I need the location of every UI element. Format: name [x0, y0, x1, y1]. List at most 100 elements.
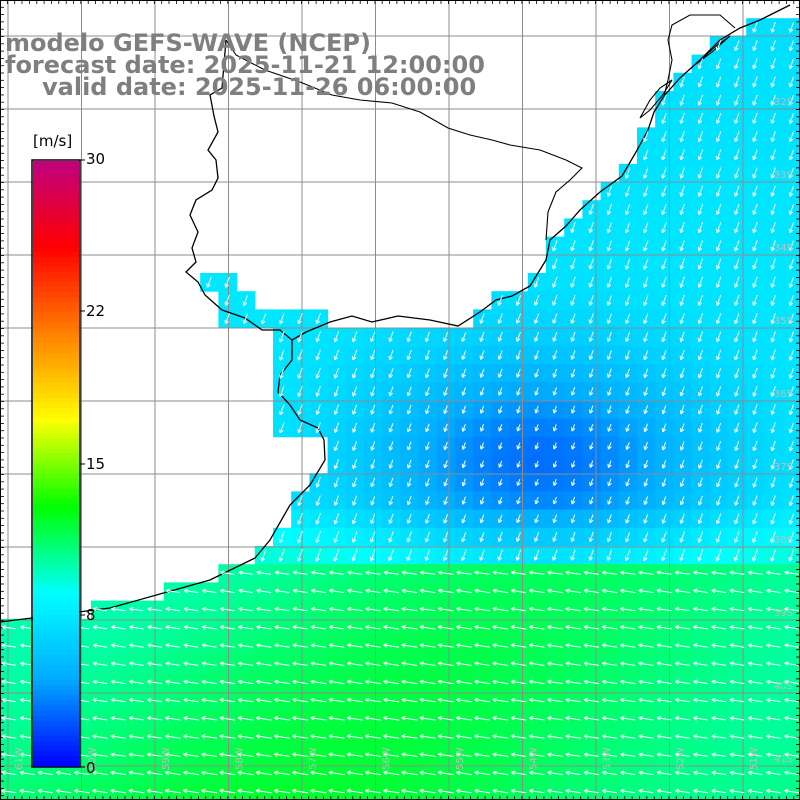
wave-arrow [638, 570, 654, 575]
wave-arrow [547, 624, 563, 630]
wave-arrow [528, 752, 545, 757]
wave-arrow [625, 350, 631, 360]
wave-arrow [729, 734, 745, 739]
wave-arrow [279, 385, 285, 397]
wave-arrow [370, 349, 376, 361]
colorbar-segment [33, 680, 79, 686]
wave-arrow [388, 349, 394, 361]
wave-arrow [110, 715, 126, 721]
wave-arrow [770, 404, 776, 415]
colorbar-segment [33, 382, 79, 389]
wave-arrow [570, 532, 576, 542]
wave-arrow [424, 513, 430, 524]
wave-arrow [492, 643, 509, 648]
colorbar-segment [33, 559, 79, 565]
wave-arrow [697, 495, 703, 506]
wave-arrow [552, 258, 558, 270]
wave-arrow [588, 222, 594, 234]
wave-arrow [693, 697, 708, 703]
wave-arrow [565, 570, 581, 575]
colorbar-segment [33, 463, 79, 470]
colorbar-segment [33, 196, 79, 202]
wave-arrow [607, 405, 612, 414]
wave-arrow [510, 697, 527, 703]
wave-arrow [516, 387, 521, 396]
wave-arrow [606, 240, 613, 252]
wave-arrow [784, 716, 799, 721]
wave-arrow [437, 624, 454, 630]
wave-arrow [766, 734, 781, 739]
wave-arrow [624, 167, 631, 179]
wave-arrow [766, 679, 781, 685]
wave-arrow [788, 112, 795, 124]
wave-arrow [220, 624, 235, 630]
wave-arrow [110, 661, 126, 666]
wave-arrow [165, 643, 181, 648]
wave-arrow [747, 770, 763, 776]
wave-arrow [534, 478, 540, 486]
wave-arrow [474, 570, 490, 575]
wave-arrow [383, 770, 400, 776]
wave-arrow [165, 625, 181, 630]
wave-arrow [497, 350, 503, 360]
wave-arrow [165, 715, 181, 721]
colorbar-segment [33, 534, 79, 540]
wave-arrow [370, 459, 376, 469]
wave-arrow [625, 368, 630, 378]
wave-arrow [606, 258, 613, 270]
wave-arrow [607, 387, 612, 396]
wave-arrow [570, 258, 576, 270]
wave-arrow [297, 548, 303, 562]
longitude-label: 60W [88, 747, 99, 770]
wave-arrow [711, 770, 727, 776]
wave-arrow [129, 643, 144, 648]
wave-arrow [570, 295, 576, 306]
wave-arrow [711, 661, 727, 666]
wave-arrow [219, 679, 236, 685]
colorbar-segment [33, 544, 79, 550]
wave-arrow [364, 697, 381, 703]
wave-arrow [443, 496, 448, 505]
wave-arrow [570, 331, 576, 342]
colorbar-segment [33, 377, 79, 384]
wave-arrow [461, 387, 467, 396]
wave-arrow [638, 679, 654, 685]
wave-arrow [784, 606, 799, 612]
wave-arrow [747, 716, 763, 721]
wave-arrow [238, 588, 253, 594]
wave-arrow [370, 404, 376, 415]
wave-arrow [364, 752, 382, 757]
wave-arrow [734, 240, 740, 252]
wave-arrow [711, 643, 727, 648]
wave-arrow [784, 570, 799, 576]
wave-arrow [315, 313, 321, 325]
wave-arrow [661, 222, 667, 234]
wave-arrow [110, 679, 126, 685]
wave-arrow [310, 643, 327, 648]
wave-arrow [461, 331, 467, 342]
wave-arrow [383, 715, 400, 721]
wave-arrow [766, 606, 781, 612]
colorbar-segment [33, 443, 79, 449]
wave-arrow [693, 661, 708, 666]
colorbar-segment [33, 362, 79, 369]
colorbar-segment [33, 392, 79, 399]
wave-arrow [333, 386, 339, 397]
wave-arrow [643, 531, 649, 543]
wave-arrow [734, 404, 740, 415]
wave-arrow [589, 460, 594, 468]
wave-arrow [583, 661, 600, 666]
wave-arrow [328, 734, 345, 739]
wave-arrow [351, 349, 358, 361]
wave-arrow [406, 349, 412, 361]
wave-arrow [661, 258, 667, 270]
wave-arrow [679, 404, 685, 415]
wave-arrow [734, 513, 740, 525]
wave-arrow [734, 258, 740, 270]
wave-arrow [92, 606, 108, 612]
wave-arrow [242, 294, 249, 306]
wave-arrow [346, 715, 363, 721]
colorbar-segment [33, 655, 79, 661]
wave-arrow [498, 460, 503, 468]
wave-arrow [656, 752, 672, 757]
